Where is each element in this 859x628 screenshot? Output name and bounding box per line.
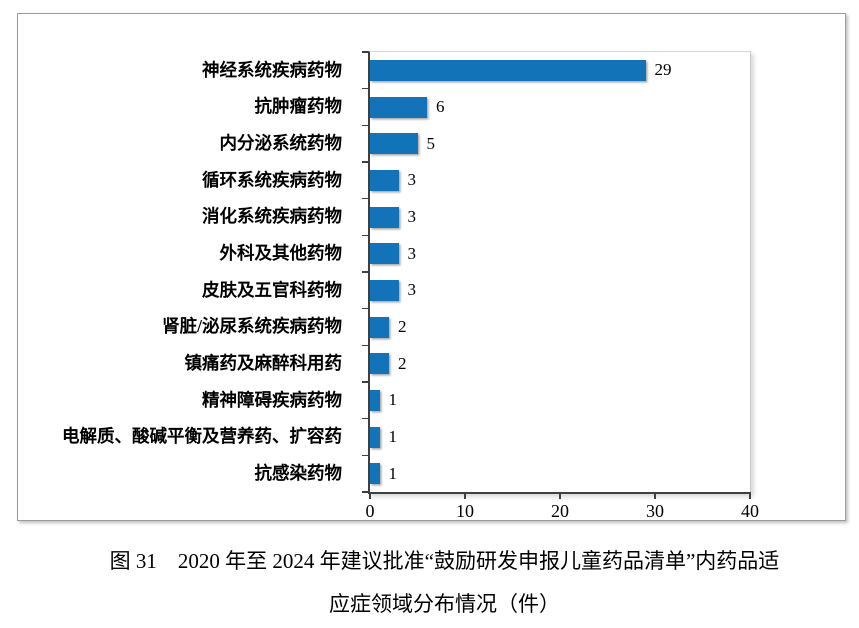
category-label: 电解质、酸碱平衡及营养药、扩容药 <box>62 426 342 447</box>
x-axis-tick-label: 10 <box>456 501 474 521</box>
x-axis-tick <box>654 492 656 499</box>
y-axis-tick <box>362 161 369 163</box>
caption-line-1: 图 31 2020 年至 2024 年建议批准“鼓励研发申报儿童药品清单”内药品… <box>109 549 780 573</box>
plot-area: 29 6 5 3 3 3 3 2 2 1 1 1 0 10 20 30 40 <box>362 51 759 521</box>
y-axis-tick <box>362 417 369 420</box>
bar <box>370 169 399 191</box>
y-axis-tick <box>362 51 369 53</box>
y-axis-tick <box>362 197 369 200</box>
x-axis-tick <box>464 492 466 499</box>
bar <box>370 279 399 301</box>
value-label: 3 <box>407 243 417 263</box>
category-label: 神经系统疾病药物 <box>202 59 342 80</box>
y-axis-tick <box>362 307 369 310</box>
x-axis-tick <box>559 492 561 499</box>
value-label: 1 <box>388 426 398 446</box>
bar <box>370 133 418 155</box>
category-label: 循环系统疾病药物 <box>202 169 342 190</box>
value-label: 2 <box>398 316 407 336</box>
bar <box>370 353 389 375</box>
value-label: 29 <box>654 60 672 80</box>
category-label: 镇痛药及麻醉科用药 <box>184 353 343 374</box>
x-axis-tick <box>749 492 751 499</box>
value-label: 3 <box>407 206 417 226</box>
y-axis-tick <box>362 87 369 90</box>
y-axis-tick <box>362 271 369 273</box>
y-axis-tick <box>362 124 369 127</box>
value-label: 6 <box>436 96 445 116</box>
category-label: 内分泌系统药物 <box>219 133 343 154</box>
y-axis-tick <box>362 381 369 383</box>
value-label: 3 <box>407 280 417 300</box>
value-label: 1 <box>388 390 398 410</box>
bar <box>370 463 380 485</box>
caption-line-2: 应症领域分布情况（件） <box>329 592 560 616</box>
y-axis-tick <box>362 454 369 457</box>
category-label: 精神障碍疾病药物 <box>202 389 342 410</box>
x-axis-tick-label: 40 <box>741 501 759 521</box>
x-axis-tick <box>369 492 371 499</box>
chart-caption: 图 31 2020 年至 2024 年建议批准“鼓励研发申报儿童药品清单”内药品… <box>30 540 859 626</box>
category-label: 肾脏/泌尿系统疾病药物 <box>162 316 342 337</box>
y-axis-tick <box>362 491 369 493</box>
category-label: 消化系统疾病药物 <box>202 206 342 227</box>
x-axis-tick-label: 30 <box>646 501 664 521</box>
category-label: 抗感染药物 <box>254 463 343 484</box>
x-axis-tick-label: 20 <box>551 501 569 521</box>
value-label: 2 <box>398 353 407 373</box>
bar <box>370 243 399 265</box>
bar <box>370 206 399 228</box>
bar <box>370 316 389 338</box>
value-label: 3 <box>407 170 417 190</box>
bar <box>370 389 380 411</box>
category-label: 抗肿瘤药物 <box>254 96 343 117</box>
category-label: 外科及其他药物 <box>219 243 343 264</box>
bar-chart: 神经系统疾病药物抗肿瘤药物内分泌系统药物循环系统疾病药物 消化系统疾病药物外科及其… <box>17 13 846 521</box>
category-labels: 神经系统疾病药物抗肿瘤药物内分泌系统药物循环系统疾病药物 消化系统疾病药物外科及其… <box>18 51 355 491</box>
x-axis-tick-label: 0 <box>365 501 375 521</box>
y-axis-tick <box>362 344 369 347</box>
category-label: 皮肤及五官科药物 <box>202 279 342 300</box>
value-label: 5 <box>426 133 436 153</box>
bar <box>370 426 380 448</box>
value-label: 1 <box>388 463 398 483</box>
bar <box>370 59 646 81</box>
bar <box>370 96 427 118</box>
y-axis-tick <box>362 234 369 237</box>
